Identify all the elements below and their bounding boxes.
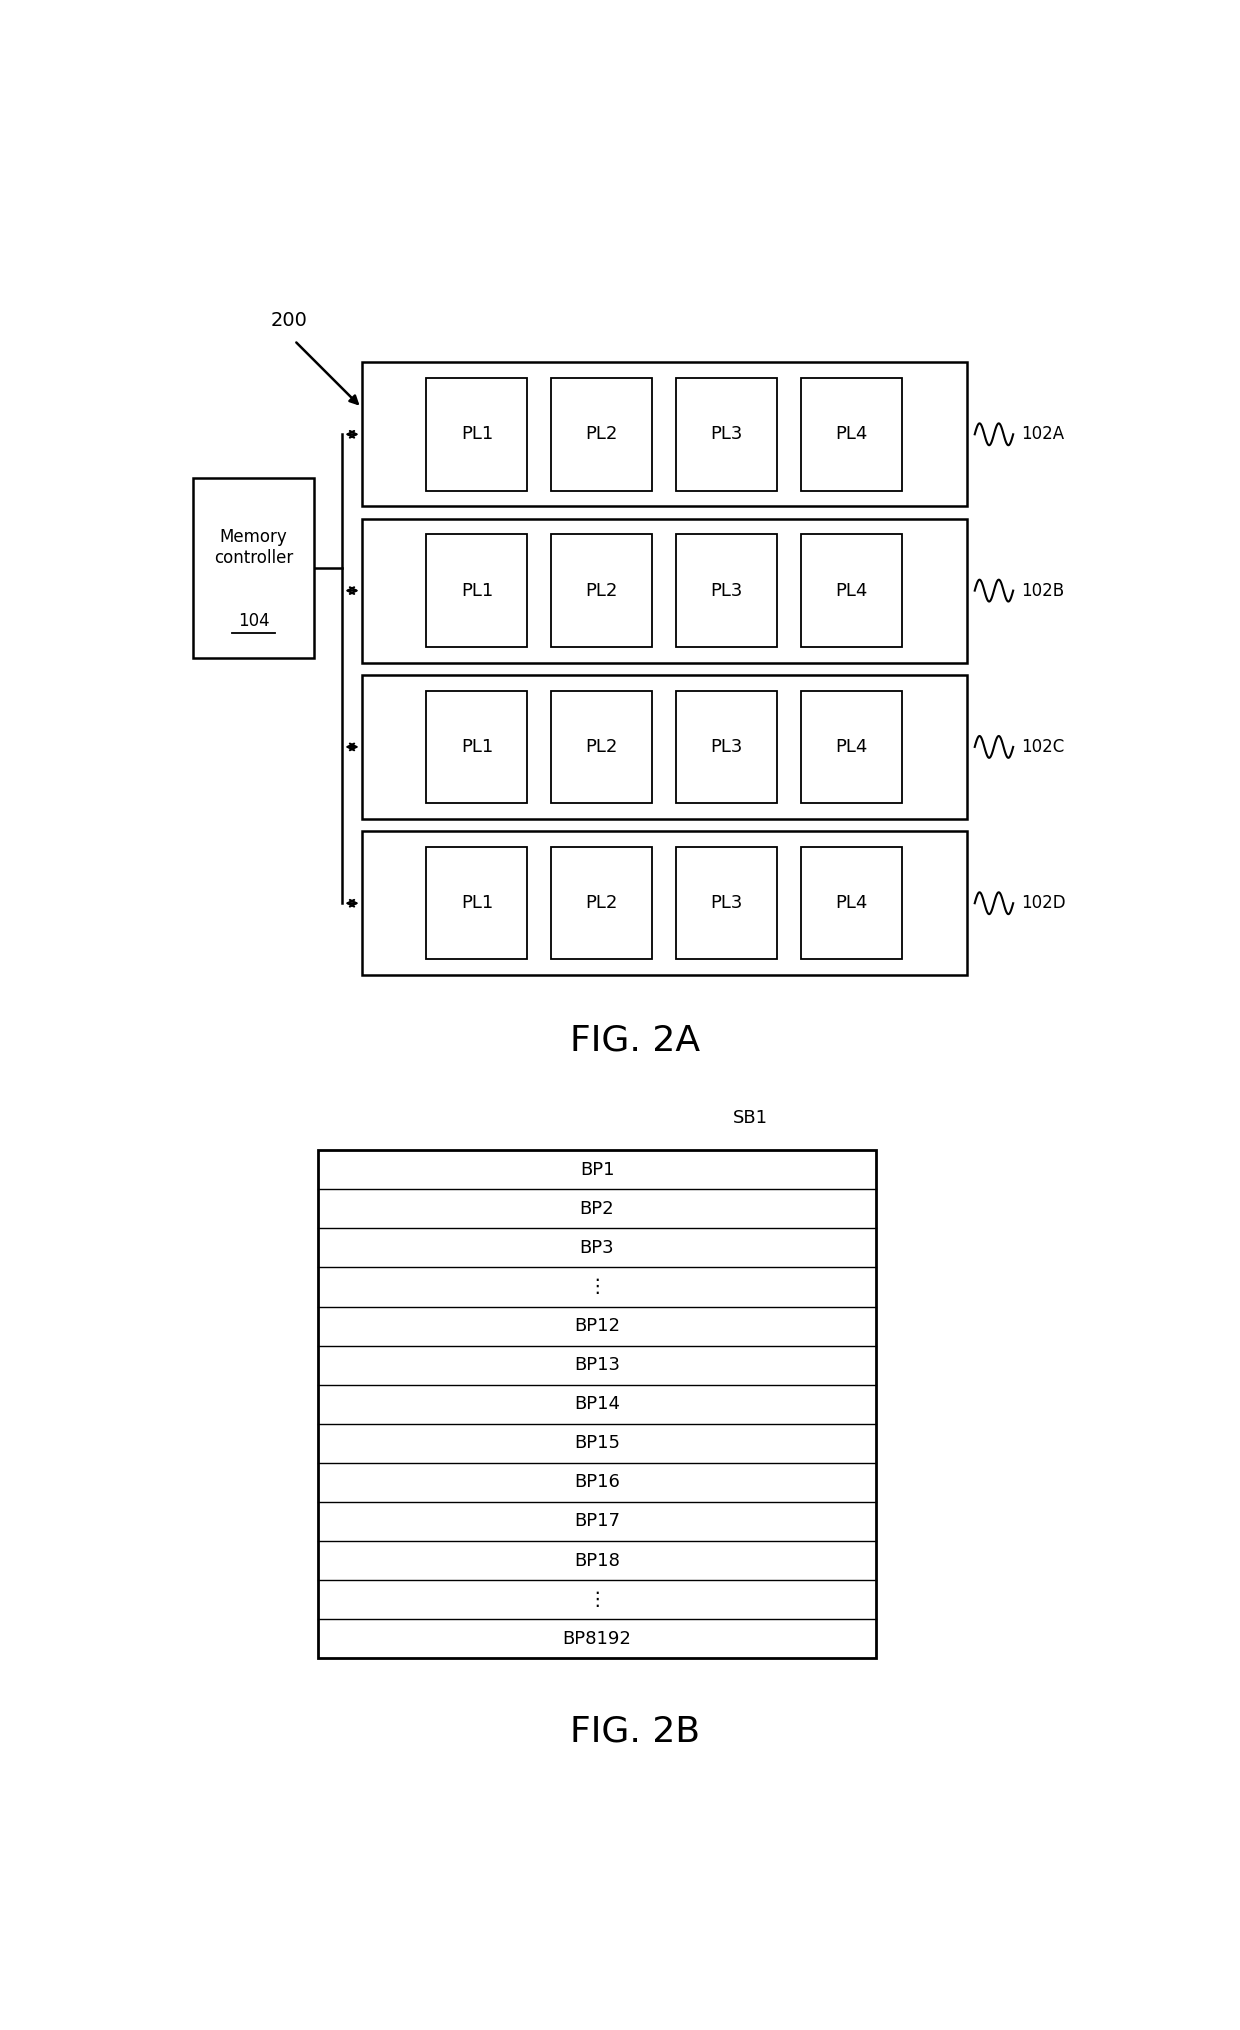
- Text: PL1: PL1: [461, 583, 494, 599]
- FancyBboxPatch shape: [676, 534, 777, 648]
- Text: BP13: BP13: [574, 1356, 620, 1374]
- FancyBboxPatch shape: [362, 832, 967, 974]
- FancyBboxPatch shape: [801, 690, 903, 804]
- Text: BP15: BP15: [574, 1435, 620, 1451]
- Text: PL1: PL1: [461, 426, 494, 443]
- Text: PL2: PL2: [585, 739, 618, 755]
- FancyBboxPatch shape: [319, 1151, 875, 1659]
- Text: BP2: BP2: [580, 1200, 614, 1218]
- FancyBboxPatch shape: [552, 378, 652, 491]
- Text: PL3: PL3: [711, 426, 743, 443]
- Text: Memory
controller: Memory controller: [213, 528, 293, 566]
- Text: PL1: PL1: [461, 739, 494, 755]
- Text: 102D: 102D: [1021, 895, 1065, 911]
- Text: PL3: PL3: [711, 739, 743, 755]
- FancyBboxPatch shape: [676, 690, 777, 804]
- Text: ⋮: ⋮: [588, 1589, 606, 1610]
- Text: BP3: BP3: [580, 1238, 614, 1257]
- Text: PL4: PL4: [836, 739, 868, 755]
- Text: 104: 104: [238, 611, 269, 629]
- FancyBboxPatch shape: [552, 690, 652, 804]
- Text: BP17: BP17: [574, 1512, 620, 1531]
- Text: PL1: PL1: [461, 895, 494, 911]
- FancyBboxPatch shape: [801, 378, 903, 491]
- Text: PL2: PL2: [585, 895, 618, 911]
- FancyBboxPatch shape: [362, 676, 967, 818]
- FancyBboxPatch shape: [801, 534, 903, 648]
- Text: 102B: 102B: [1021, 583, 1064, 599]
- FancyBboxPatch shape: [676, 847, 777, 960]
- FancyBboxPatch shape: [362, 363, 967, 505]
- Text: FIG. 2A: FIG. 2A: [570, 1023, 701, 1058]
- Text: SB1: SB1: [733, 1108, 769, 1127]
- Text: BP14: BP14: [574, 1395, 620, 1413]
- Text: ⋮: ⋮: [588, 1277, 606, 1297]
- Text: BP1: BP1: [580, 1161, 614, 1179]
- FancyBboxPatch shape: [362, 520, 967, 662]
- Text: PL4: PL4: [836, 426, 868, 443]
- Text: BP8192: BP8192: [563, 1630, 631, 1648]
- FancyBboxPatch shape: [427, 847, 527, 960]
- FancyBboxPatch shape: [676, 378, 777, 491]
- Text: PL3: PL3: [711, 895, 743, 911]
- Text: PL2: PL2: [585, 426, 618, 443]
- FancyBboxPatch shape: [552, 534, 652, 648]
- Text: 102C: 102C: [1021, 739, 1064, 755]
- FancyBboxPatch shape: [193, 479, 314, 658]
- FancyBboxPatch shape: [427, 534, 527, 648]
- Text: FIG. 2B: FIG. 2B: [570, 1715, 701, 1748]
- Text: PL2: PL2: [585, 583, 618, 599]
- Text: BP12: BP12: [574, 1317, 620, 1336]
- Text: PL3: PL3: [711, 583, 743, 599]
- FancyBboxPatch shape: [427, 690, 527, 804]
- Text: PL4: PL4: [836, 583, 868, 599]
- FancyBboxPatch shape: [552, 847, 652, 960]
- Text: PL4: PL4: [836, 895, 868, 911]
- Text: 200: 200: [270, 311, 308, 329]
- FancyBboxPatch shape: [801, 847, 903, 960]
- FancyBboxPatch shape: [427, 378, 527, 491]
- Text: BP18: BP18: [574, 1551, 620, 1569]
- Text: BP16: BP16: [574, 1474, 620, 1492]
- Text: 102A: 102A: [1021, 426, 1064, 443]
